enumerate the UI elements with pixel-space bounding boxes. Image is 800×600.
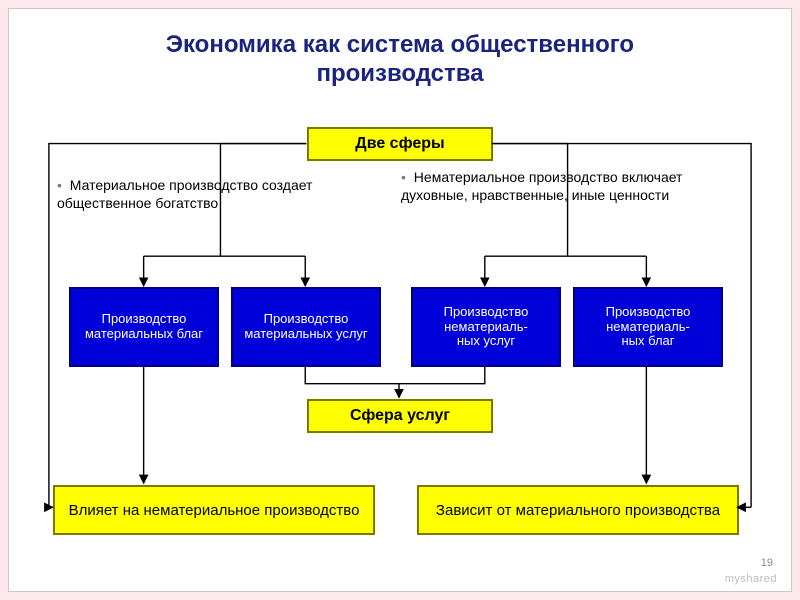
title-line1: Экономика как система общественного: [166, 31, 634, 58]
box-prod-nonmaterial-goods: Производство нематериаль-ных благ: [573, 287, 723, 367]
box-two-spheres: Две сферы: [307, 127, 493, 161]
box-prod-nonmaterial-services: Производство нематериаль-ных услуг: [411, 287, 561, 367]
box-prod-material-services: Производство материальных услуг: [231, 287, 381, 367]
bullet-nonmaterial-text: Нематериальное производство включает дух…: [401, 169, 682, 203]
watermark: myshared: [725, 573, 777, 585]
b1-label: Производство материальных благ: [71, 312, 217, 342]
box-prod-material-goods: Производство материальных благ: [69, 287, 219, 367]
affects-label: Влияет на нематериальное производство: [69, 502, 360, 519]
bullet-material-text: Материальное производство создает общест…: [57, 177, 312, 211]
b4-label: Производство нематериаль-ных благ: [575, 305, 721, 350]
bullet-material: Материальное производство создает общест…: [57, 177, 357, 212]
page-number: 19: [761, 557, 773, 569]
two-spheres-label: Две сферы: [355, 135, 444, 153]
box-depends: Зависит от материального производства: [417, 485, 739, 535]
bullet-nonmaterial: Нематериальное производство включает дух…: [401, 169, 741, 204]
b3-label: Производство нематериаль-ных услуг: [413, 305, 559, 350]
slide-title: Экономика как система общественного прои…: [9, 31, 791, 89]
box-service-sphere: Сфера услуг: [307, 399, 493, 433]
service-sphere-label: Сфера услуг: [350, 407, 450, 425]
depends-label: Зависит от материального производства: [436, 502, 720, 519]
b2-label: Производство материальных услуг: [233, 312, 379, 342]
box-affects: Влияет на нематериальное производство: [53, 485, 375, 535]
slide-frame: Экономика как система общественного прои…: [8, 8, 792, 592]
title-line2: производства: [316, 60, 483, 87]
